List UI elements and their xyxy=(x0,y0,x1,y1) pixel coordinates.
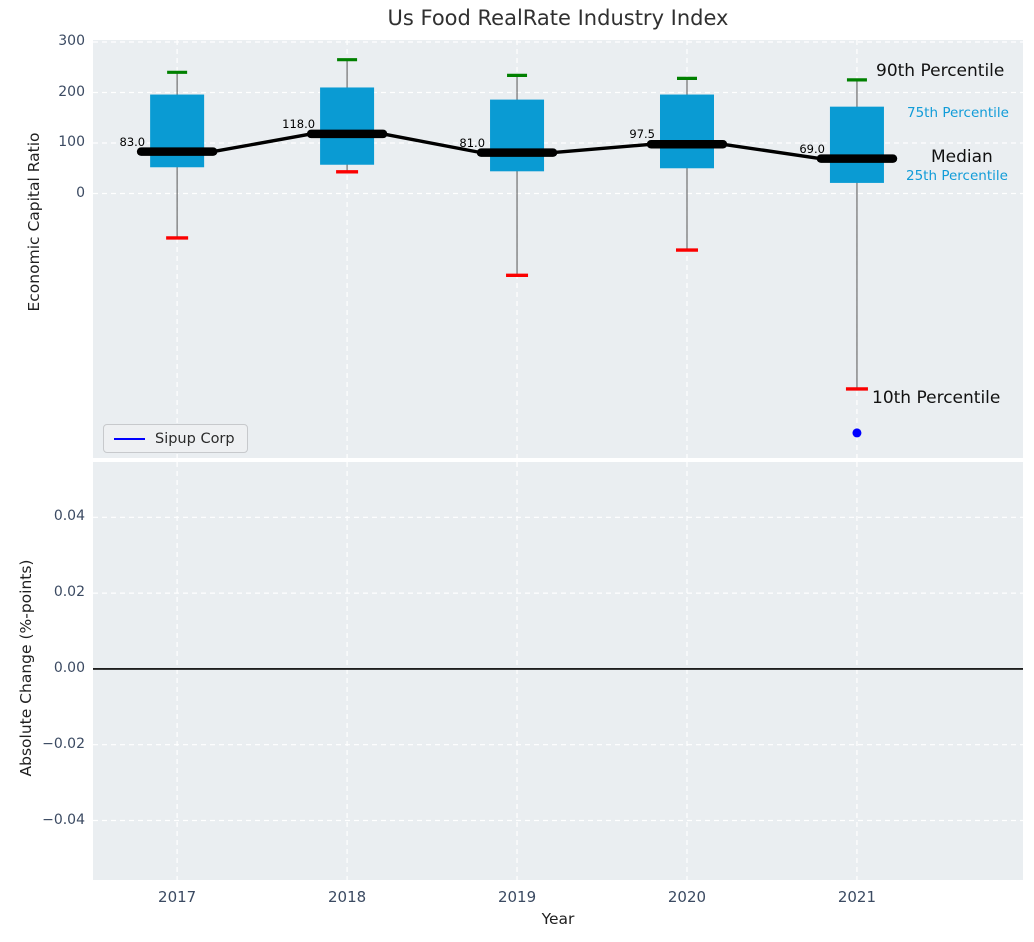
p75-annotation: 75th Percentile xyxy=(907,105,1009,121)
top-y-axis-label: Economic Capital Ratio xyxy=(25,132,43,312)
x-tick-label-2017: 2017 xyxy=(158,888,197,906)
iqr-box-2018 xyxy=(320,87,375,165)
median-value-label-2020: 97.5 xyxy=(629,127,655,142)
iqr-box-2021 xyxy=(829,106,884,183)
median-connector xyxy=(722,142,822,161)
top-plot-canvas xyxy=(93,40,1023,458)
x-tick-label-2019: 2019 xyxy=(497,888,537,906)
median-annotation: Median xyxy=(931,147,993,167)
y-tick-label: 100 xyxy=(58,134,85,151)
median-connector xyxy=(552,142,652,155)
x-tick-label-2021: 2021 xyxy=(837,888,877,906)
x-axis-label: Year xyxy=(541,910,575,928)
median-value-label-2021: 69.0 xyxy=(799,141,825,156)
chart-title: Us Food RealRate Industry Index xyxy=(387,6,729,30)
iqr-box-2019 xyxy=(490,99,545,172)
y-tick-label: −0.02 xyxy=(42,735,85,752)
y-tick-label: 300 xyxy=(58,33,85,50)
bottom-axes-absolute-change xyxy=(93,462,1023,880)
y-tick-label: 0 xyxy=(76,184,85,201)
median-value-label-2019: 81.0 xyxy=(459,135,486,150)
median-connector xyxy=(212,132,312,154)
y-tick-label: 0.02 xyxy=(53,584,85,601)
y-tick-label: 0.00 xyxy=(53,659,85,676)
median-value-label-2018: 118.0 xyxy=(282,116,316,131)
median-value-label-2017: 83.0 xyxy=(119,134,146,149)
sipup-corp-point xyxy=(852,428,862,438)
x-tick-label-2018: 2018 xyxy=(327,888,367,906)
p90-annotation: 90th Percentile xyxy=(876,61,1005,81)
legend-label: Sipup Corp xyxy=(155,430,235,447)
iqr-box-2020 xyxy=(659,94,714,169)
legend: Sipup Corp xyxy=(103,424,248,453)
iqr-box-2017 xyxy=(150,94,205,168)
y-tick-label: 0.04 xyxy=(53,508,85,525)
legend-line-icon xyxy=(114,437,145,440)
x-tick-label-2020: 2020 xyxy=(667,888,707,906)
y-tick-label: −0.04 xyxy=(42,811,85,828)
top-axes-economic-capital-ratio xyxy=(93,40,1023,458)
y-tick-label: 200 xyxy=(58,83,85,100)
median-connector xyxy=(382,132,482,155)
bottom-plot-canvas xyxy=(93,462,1023,880)
p10-annotation: 10th Percentile xyxy=(872,388,1001,408)
p25-annotation: 25th Percentile xyxy=(906,168,1008,184)
